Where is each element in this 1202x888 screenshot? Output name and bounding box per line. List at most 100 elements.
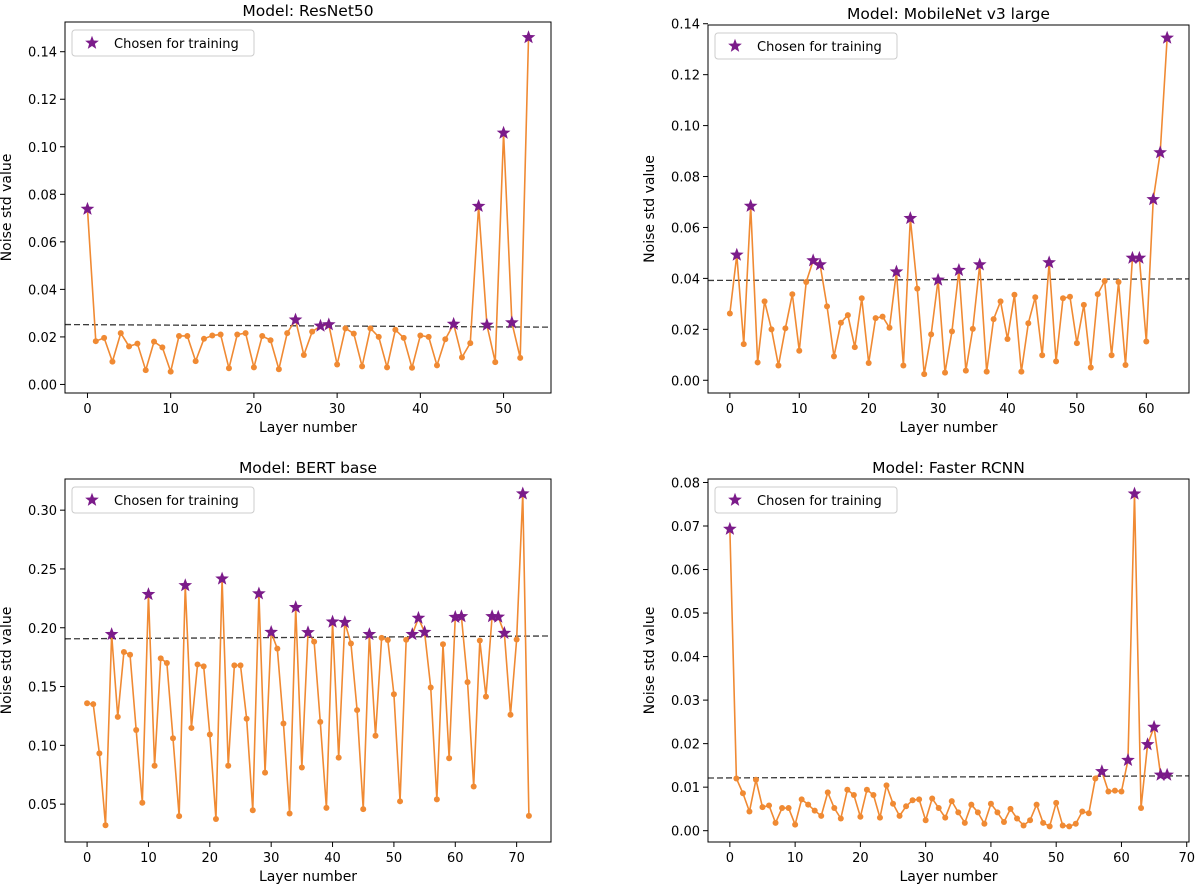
chosen-star — [454, 609, 469, 623]
data-point — [127, 651, 134, 658]
y-tick-label: 0.07 — [671, 520, 700, 535]
data-point — [726, 310, 733, 317]
y-tick-label: 0.14 — [28, 46, 57, 61]
data-point — [948, 798, 955, 805]
data-point — [513, 636, 520, 643]
data-point — [267, 337, 274, 344]
data-point — [517, 354, 524, 361]
data-point — [818, 812, 825, 819]
y-tick-label: 0.30 — [28, 504, 57, 519]
data-point — [1011, 291, 1018, 298]
y-tick-label: 0.10 — [28, 141, 57, 156]
data-point — [397, 798, 404, 805]
data-point — [440, 641, 446, 648]
chosen-star — [252, 586, 266, 600]
chosen-star — [313, 318, 328, 332]
data-point — [1105, 788, 1112, 795]
y-tick-label: 0.02 — [671, 738, 700, 753]
data-point — [217, 331, 224, 338]
data-point — [1080, 301, 1087, 308]
data-point — [360, 806, 367, 813]
x-tick-label: 0 — [83, 851, 91, 866]
data-point — [1014, 815, 1021, 822]
data-point — [1039, 352, 1046, 359]
data-point — [157, 655, 164, 662]
data-point — [427, 684, 434, 691]
data-point — [1072, 820, 1079, 827]
chosen-star — [1127, 486, 1142, 500]
data-point — [837, 815, 844, 822]
data-point — [883, 782, 890, 789]
x-tick-label: 20 — [860, 402, 877, 417]
data-point — [194, 661, 201, 668]
data-point — [139, 799, 146, 806]
chosen-star — [491, 609, 506, 623]
data-point — [525, 812, 532, 819]
data-point — [789, 291, 796, 298]
data-point — [928, 331, 935, 338]
chosen-star — [288, 600, 303, 614]
chosen-star — [448, 609, 463, 623]
data-point — [1053, 358, 1060, 365]
chosen-star — [485, 609, 499, 623]
x-tick-label: 0 — [726, 851, 734, 866]
legend-star-icon — [728, 492, 742, 506]
chosen-star — [1095, 764, 1109, 778]
data-point — [870, 791, 877, 798]
data-point — [872, 315, 879, 322]
data-point — [286, 810, 293, 817]
data-point — [1094, 291, 1101, 298]
x-tick-label: 10 — [787, 851, 804, 866]
data-point — [1059, 822, 1066, 829]
data-point — [929, 795, 936, 802]
chosen-star — [264, 625, 279, 639]
data-point — [775, 362, 782, 369]
data-point — [206, 731, 213, 738]
chosen-star — [1153, 767, 1168, 781]
data-point — [446, 755, 453, 762]
y-tick-label: 0.08 — [671, 171, 700, 186]
data-point — [759, 804, 766, 811]
data-point — [133, 727, 140, 734]
data-point — [1060, 295, 1067, 302]
series-line — [729, 492, 1168, 828]
y-tick-label: 0.08 — [671, 476, 700, 491]
data-point — [1092, 775, 1099, 782]
x-tick-label: 50 — [495, 402, 512, 417]
data-point — [865, 359, 872, 366]
chosen-star — [497, 625, 512, 639]
data-point — [309, 328, 316, 335]
chart-title: Model: ResNet50 — [242, 2, 373, 20]
data-point — [347, 640, 354, 647]
data-point — [844, 312, 851, 319]
legend: Chosen for training — [71, 486, 255, 514]
data-point — [990, 316, 997, 323]
x-tick-label: 0 — [726, 402, 734, 417]
chosen-star — [411, 610, 426, 624]
chosen-star — [1160, 30, 1174, 44]
x-axis-label: Layer number — [899, 869, 997, 885]
data-point — [916, 796, 923, 803]
y-tick-label: 0.12 — [28, 93, 57, 108]
x-tick-label: 70 — [508, 851, 525, 866]
chosen-star — [1147, 719, 1161, 733]
data-point — [1087, 364, 1094, 371]
data-point — [1032, 294, 1039, 301]
data-point — [184, 332, 191, 339]
data-point — [170, 735, 176, 742]
data-point — [334, 361, 341, 368]
data-point — [390, 691, 397, 698]
data-point — [997, 298, 1004, 305]
chosen-star — [215, 571, 229, 585]
data-point — [772, 819, 779, 826]
data-point — [1143, 338, 1150, 345]
legend-label: Chosen for training — [757, 40, 882, 55]
data-point — [403, 636, 410, 643]
data-point — [262, 769, 269, 776]
data-point — [163, 660, 170, 667]
chosen-star — [104, 627, 119, 641]
data-point — [298, 764, 305, 771]
legend: Chosen for training — [71, 29, 255, 57]
data-point — [470, 783, 477, 790]
data-point — [372, 732, 379, 739]
